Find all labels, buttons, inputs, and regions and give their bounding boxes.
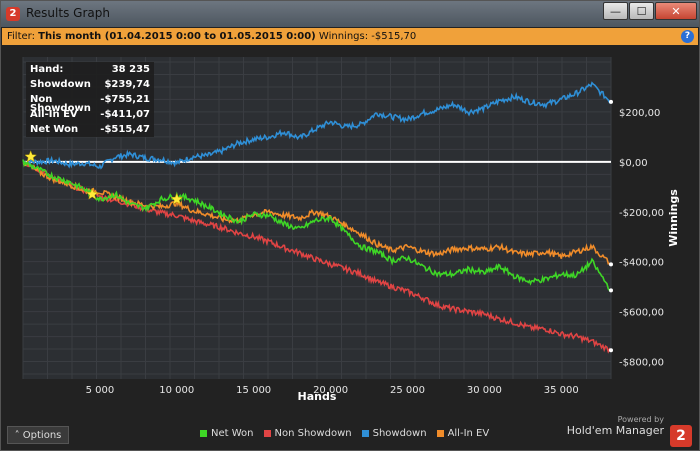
x-tick-label: 25 000 — [390, 385, 425, 396]
series-line-non-showdown — [22, 162, 612, 354]
stats-panel: Hand: 38 235 Showdown $239,74 Non Showdown -$… — [26, 62, 154, 137]
brand-logo-icon: 2 — [670, 425, 692, 447]
results-chart: 5 000 10 000 15 000 20 000 25 000 30 000 35 00… — [22, 57, 680, 403]
minimize-button[interactable]: — — [603, 2, 628, 20]
stats-row: Non Showdown -$755,21 — [26, 92, 154, 114]
y-tick-label: -$800,00 — [619, 358, 664, 369]
legend-label: Showdown — [372, 428, 427, 439]
legend-swatch — [361, 430, 369, 437]
stats-label: Showdown — [30, 79, 91, 90]
legend-label: All-In EV — [447, 428, 490, 439]
x-tick-label: 30 000 — [467, 385, 502, 396]
y-tick-label: -$600,00 — [619, 308, 664, 319]
title-bar[interactable]: 2 Results Graph — ☐ ✕ — [1, 1, 699, 27]
legend-item[interactable]: All-In EV — [436, 428, 490, 439]
series-end-point — [609, 99, 613, 104]
help-icon[interactable]: ? — [681, 30, 694, 43]
y-tick-label: -$400,00 — [619, 258, 664, 269]
legend-item[interactable]: Showdown — [361, 428, 427, 439]
series-end-point — [609, 262, 613, 267]
stats-label: Net Won — [30, 124, 79, 135]
x-tick-label: 20 000 — [313, 385, 348, 396]
x-tick-label: 15 000 — [236, 385, 271, 396]
stats-value: -$515,47 — [100, 124, 150, 135]
legend-swatch — [436, 430, 444, 437]
winnings-label: Winnings: — [318, 31, 369, 42]
filter-label: Filter: — [7, 31, 35, 42]
stats-value: -$411,07 — [100, 109, 150, 120]
legend-item[interactable]: Net Won — [200, 428, 254, 439]
legend-label: Net Won — [211, 428, 254, 439]
brand-name: Hold'em Manager — [566, 424, 664, 437]
bottom-bar: ˄ Options Net Won Non Showdown Showdown All… — [2, 415, 698, 451]
series-end-point — [609, 348, 613, 353]
stats-row: Net Won -$515,47 — [26, 122, 154, 137]
close-button[interactable]: ✕ — [655, 2, 697, 20]
stats-label: Non Showdown — [30, 94, 91, 114]
series-end-point — [609, 288, 613, 293]
series-line-net-won — [22, 159, 612, 292]
stats-value: 38 235 — [111, 64, 150, 75]
star-marker — [170, 192, 184, 205]
options-label: Options — [22, 430, 62, 441]
chart-series — [22, 81, 613, 354]
y-tick-label: $0,00 — [619, 158, 648, 169]
y-axis-ticks: $200,00 $0,00 -$200,00 -$400,00 -$600,00 -$80… — [619, 108, 664, 369]
stats-row: All-In EV -$411,07 — [26, 107, 154, 122]
filter-range: This month (01.04.2015 0:00 to 01.05.201… — [38, 31, 316, 42]
legend-item[interactable]: Non Showdown — [263, 428, 352, 439]
powered-by-text: Powered by — [617, 415, 664, 424]
x-axis-ticks: 5 000 10 000 15 000 20 000 25 000 30 000 35 00… — [86, 385, 579, 396]
chart-markers — [24, 150, 184, 205]
app-logo-icon: 2 — [6, 7, 20, 21]
stats-label: Hand: — [30, 64, 64, 75]
x-tick-label: 5 000 — [86, 385, 115, 396]
stats-value: $239,74 — [104, 79, 150, 90]
series-line-showdown — [22, 81, 612, 170]
legend-label: Non Showdown — [274, 428, 352, 439]
options-button[interactable]: ˄ Options — [7, 426, 69, 444]
star-marker — [85, 187, 99, 200]
stats-label: All-In EV — [30, 109, 78, 120]
x-tick-label: 10 000 — [159, 385, 194, 396]
legend-swatch — [263, 430, 271, 437]
window-title: Results Graph — [26, 6, 110, 20]
stats-row: Hand: 38 235 — [26, 62, 154, 77]
stats-row: Showdown $239,74 — [26, 77, 154, 92]
x-axis-title: Hands — [298, 390, 337, 403]
maximize-button[interactable]: ☐ — [629, 2, 654, 20]
chart-legend: Net Won Non Showdown Showdown All-In EV — [200, 428, 499, 439]
y-axis-title: Winnings — [667, 189, 680, 247]
y-tick-label: -$200,00 — [619, 208, 664, 219]
filter-bar: Filter: This month (01.04.2015 0:00 to 0… — [2, 28, 698, 45]
star-marker — [24, 150, 38, 163]
window-controls: — ☐ ✕ — [602, 2, 697, 20]
chevron-up-icon: ˄ — [14, 430, 20, 441]
legend-swatch — [200, 430, 207, 437]
brand-block: Powered by Hold'em Manager 2 — [566, 415, 692, 447]
x-tick-label: 35 000 — [544, 385, 579, 396]
y-tick-label: $200,00 — [619, 108, 660, 119]
stats-value: -$755,21 — [100, 94, 150, 105]
winnings-value: -$515,70 — [371, 31, 417, 42]
